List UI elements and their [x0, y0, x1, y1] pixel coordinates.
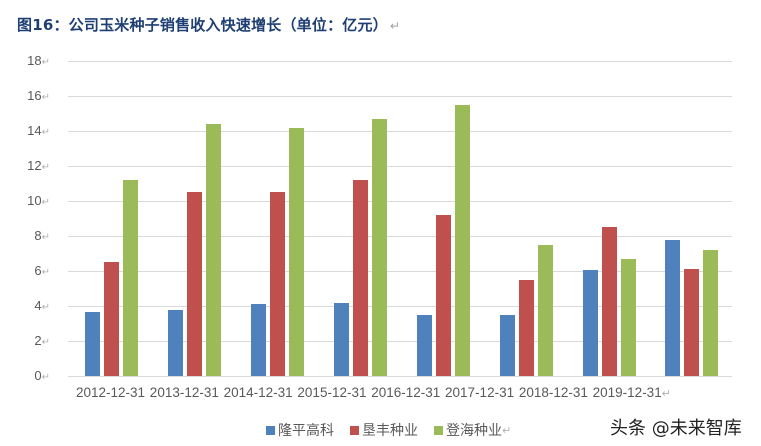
- bar-blue: [500, 314, 515, 376]
- return-mark-icon: ↵: [502, 423, 512, 437]
- legend-label: 垦丰种业: [362, 423, 418, 439]
- bar-green: [206, 124, 221, 376]
- y-axis-tick-label: 4↵: [34, 298, 50, 313]
- x-axis-labels: 2012-12-31 2013-12-31 2014-12-31 2015-12…: [76, 385, 671, 400]
- legend-label: 隆平高科: [278, 423, 334, 439]
- bar-green: [123, 180, 138, 376]
- bar-red: [436, 215, 451, 376]
- legend-label: 登海种业: [446, 423, 502, 439]
- gridline: [68, 376, 732, 377]
- bar-green: [455, 104, 470, 376]
- legend-swatch-blue-icon: [266, 425, 275, 435]
- gridline: [68, 306, 732, 307]
- gridline: [68, 201, 732, 202]
- chart-title-text: 图16：公司玉米种子销售收入快速增长（单位：亿元）: [17, 16, 388, 34]
- gridline: [68, 166, 732, 167]
- bar-blue: [251, 304, 266, 376]
- y-axis-tick-label: 8↵: [34, 228, 50, 243]
- chart-title: 图16：公司玉米种子销售收入快速增长（单位：亿元） ↵: [17, 14, 400, 35]
- y-axis-tick-label: 14↵: [27, 123, 50, 138]
- legend-item-kenfeng: 垦丰种业: [350, 420, 418, 440]
- return-mark-icon: ↵: [661, 388, 671, 400]
- y-axis-tick-label: 18↵: [27, 53, 50, 68]
- chart-legend: 隆平高科 垦丰种业 登海种业 ↵: [266, 420, 527, 440]
- gridline: [68, 96, 732, 97]
- gridline: [68, 131, 732, 132]
- bar-green: [289, 127, 304, 376]
- legend-item-longping: 隆平高科: [266, 420, 334, 440]
- y-axis-tick-label: 6↵: [34, 263, 50, 278]
- legend-swatch-green-icon: [434, 425, 443, 435]
- watermark: 头条 @未来智库: [610, 418, 742, 439]
- bar-green: [703, 250, 718, 376]
- y-axis-tick-label: 12↵: [27, 158, 50, 173]
- bar-red: [684, 269, 699, 376]
- legend-item-denghai: 登海种业 ↵: [434, 420, 511, 440]
- bar-green: [538, 244, 553, 376]
- bar-red: [602, 227, 617, 376]
- bar-blue: [583, 270, 598, 376]
- bar-blue: [665, 239, 680, 376]
- y-axis-tick-label: 16↵: [27, 88, 50, 103]
- bar-red: [353, 180, 368, 376]
- bar-blue: [168, 309, 183, 376]
- bar-green: [621, 258, 636, 376]
- gridline: [68, 341, 732, 342]
- y-axis-tick-label: 0↵: [34, 368, 50, 383]
- bar-red: [187, 192, 202, 376]
- x-axis-label-text: 2012-12-31 2013-12-31 2014-12-31 2015-12…: [76, 385, 662, 400]
- bar-red: [104, 262, 119, 376]
- y-axis-tick-label: 10↵: [27, 193, 50, 208]
- legend-swatch-red-icon: [350, 425, 359, 435]
- bar-red: [519, 279, 534, 376]
- y-axis-tick-label: 2↵: [34, 333, 50, 348]
- bar-green: [372, 118, 387, 376]
- return-mark-icon: ↵: [389, 19, 401, 33]
- gridline: [68, 236, 732, 237]
- bar-blue: [417, 314, 432, 376]
- bar-red: [270, 192, 285, 376]
- gridline: [68, 271, 732, 272]
- gridline: [68, 61, 732, 62]
- bar-blue: [334, 303, 349, 376]
- bar-blue: [85, 312, 100, 376]
